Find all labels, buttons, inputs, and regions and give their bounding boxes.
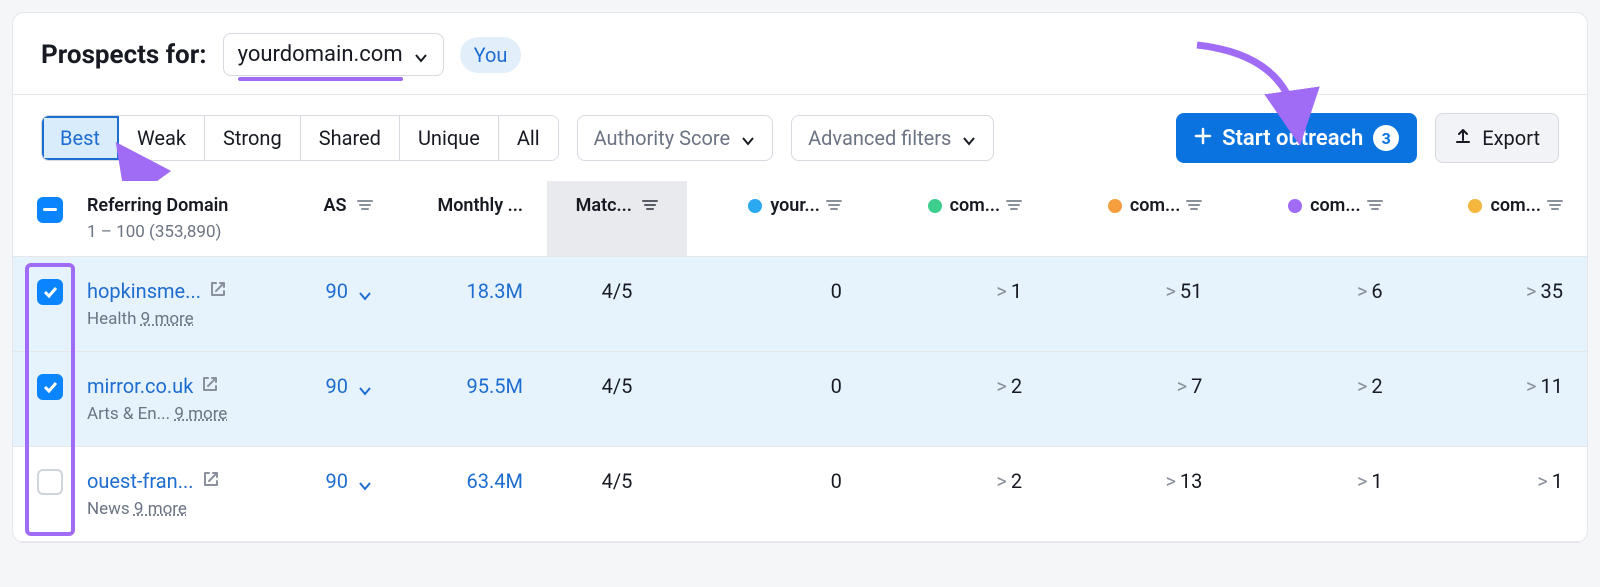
row-checkbox[interactable] — [37, 279, 63, 305]
advanced-filters[interactable]: Advanced filters — [791, 115, 994, 161]
sort-icon — [1186, 196, 1202, 217]
you-pill[interactable]: You — [460, 37, 522, 73]
more-categories[interactable]: 9 more — [174, 404, 227, 424]
domain-selector-value: yourdomain.com — [238, 42, 403, 67]
cell-domain: mirror.co.ukArts & En... 9 more — [77, 352, 287, 447]
col-as[interactable]: AS — [287, 181, 397, 257]
cell-comp: >6 — [1226, 257, 1406, 352]
segment-all[interactable]: All — [499, 116, 558, 160]
cell-as[interactable]: 90 — [287, 257, 397, 352]
start-outreach-button[interactable]: Start outreach 3 — [1176, 113, 1417, 163]
domain-link[interactable]: ouest-fran... — [87, 469, 194, 493]
cell-comp: >11 — [1407, 352, 1587, 447]
authority-score-filter[interactable]: Authority Score — [577, 115, 773, 161]
col-monthly[interactable]: Monthly ... — [397, 181, 547, 257]
cell-comp: 0 — [687, 352, 866, 447]
cell-comp: >13 — [1046, 447, 1226, 542]
col-comp-3[interactable]: com... — [1226, 181, 1406, 257]
cell-comp: >2 — [866, 447, 1046, 542]
cell-as[interactable]: 90 — [287, 352, 397, 447]
external-link-icon[interactable] — [202, 469, 220, 493]
sort-icon — [826, 196, 842, 217]
external-link-icon[interactable] — [209, 279, 227, 303]
col-comp-0[interactable]: your... — [687, 181, 866, 257]
cell-as[interactable]: 90 — [287, 447, 397, 542]
cell-match: 4/5 — [547, 447, 687, 542]
cell-comp: >2 — [1226, 352, 1406, 447]
cell-comp: >1 — [1407, 447, 1587, 542]
col-referring-domain[interactable]: Referring Domain 1 – 100 (353,890) — [77, 181, 287, 257]
chevron-down-icon — [357, 285, 373, 301]
cell-comp: >7 — [1046, 352, 1226, 447]
segment-shared[interactable]: Shared — [301, 116, 400, 160]
cell-match: 4/5 — [547, 352, 687, 447]
segment-group: BestWeakStrongSharedUniqueAll — [41, 115, 559, 161]
cell-comp: 0 — [687, 447, 866, 542]
prospects-table: Referring Domain 1 – 100 (353,890) AS Mo… — [13, 181, 1587, 542]
sort-icon — [642, 196, 658, 217]
cell-domain: hopkinsme...Health 9 more — [77, 257, 287, 352]
table-row: ouest-fran...News 9 more90 63.4M4/50>2>1… — [13, 447, 1587, 542]
filterbar: BestWeakStrongSharedUniqueAll Authority … — [13, 95, 1587, 181]
segment-strong[interactable]: Strong — [205, 116, 301, 160]
col-match[interactable]: Matc... — [547, 181, 687, 257]
page-title: Prospects for: — [41, 40, 207, 70]
chevron-down-icon — [740, 130, 756, 146]
more-categories[interactable]: 9 more — [134, 499, 187, 519]
chevron-down-icon — [413, 47, 429, 63]
row-checkbox[interactable] — [37, 469, 63, 495]
domain-link[interactable]: hopkinsme... — [87, 279, 201, 303]
table-wrap: Referring Domain 1 – 100 (353,890) AS Mo… — [13, 181, 1587, 542]
segment-best[interactable]: Best — [42, 116, 119, 160]
segment-unique[interactable]: Unique — [400, 116, 499, 160]
cell-monthly: 63.4M — [397, 447, 547, 542]
col-comp-4[interactable]: com... — [1407, 181, 1587, 257]
domain-link[interactable]: mirror.co.uk — [87, 374, 193, 398]
cell-comp: >2 — [866, 352, 1046, 447]
cell-comp: >1 — [1226, 447, 1406, 542]
sort-icon — [1547, 196, 1563, 217]
chevron-down-icon — [357, 475, 373, 491]
sort-icon — [1006, 196, 1022, 217]
export-button[interactable]: Export — [1435, 113, 1559, 163]
annotation-underline — [238, 77, 403, 81]
upload-icon — [1454, 126, 1472, 150]
outreach-count-badge: 3 — [1373, 125, 1399, 151]
select-all-checkbox[interactable] — [37, 197, 63, 223]
cell-comp: 0 — [687, 257, 866, 352]
cell-monthly: 18.3M — [397, 257, 547, 352]
segment-weak[interactable]: Weak — [119, 116, 205, 160]
cell-monthly: 95.5M — [397, 352, 547, 447]
cell-domain: ouest-fran...News 9 more — [77, 447, 287, 542]
col-comp-2[interactable]: com... — [1046, 181, 1226, 257]
sort-icon — [357, 196, 373, 217]
cell-comp: >51 — [1046, 257, 1226, 352]
plus-icon — [1194, 126, 1212, 151]
more-categories[interactable]: 9 more — [141, 309, 194, 329]
table-row: mirror.co.ukArts & En... 9 more90 95.5M4… — [13, 352, 1587, 447]
topbar: Prospects for: yourdomain.com You — [13, 13, 1587, 95]
cell-match: 4/5 — [547, 257, 687, 352]
domain-selector[interactable]: yourdomain.com — [223, 33, 444, 76]
external-link-icon[interactable] — [201, 374, 219, 398]
chevron-down-icon — [961, 130, 977, 146]
sort-icon — [1367, 196, 1383, 217]
table-row: hopkinsme...Health 9 more90 18.3M4/50>1>… — [13, 257, 1587, 352]
cell-comp: >1 — [866, 257, 1046, 352]
row-checkbox[interactable] — [37, 374, 63, 400]
col-comp-1[interactable]: com... — [866, 181, 1046, 257]
prospects-panel: Prospects for: yourdomain.com You BestWe… — [12, 12, 1588, 543]
cell-comp: >35 — [1407, 257, 1587, 352]
chevron-down-icon — [357, 380, 373, 396]
